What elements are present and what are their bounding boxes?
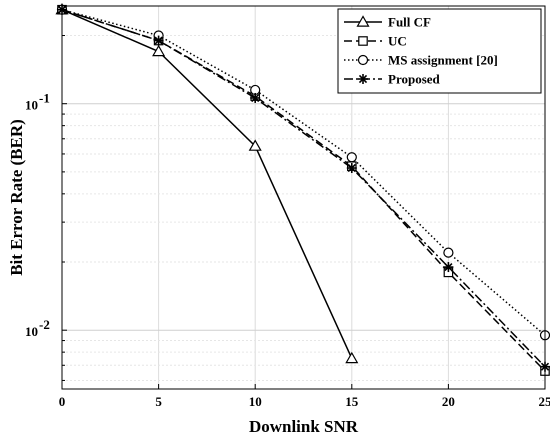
legend-label: UC xyxy=(388,34,407,49)
y-tick-exponent: -1 xyxy=(39,91,50,106)
y-tick-exponent: -2 xyxy=(39,317,50,332)
series-line xyxy=(61,8,546,368)
data-point xyxy=(443,262,454,273)
x-tick-label: 15 xyxy=(345,394,359,409)
series-line xyxy=(61,8,546,372)
legend-marker xyxy=(358,36,368,46)
data-point xyxy=(153,35,164,46)
x-tick-label: 20 xyxy=(442,394,455,409)
series-3 xyxy=(57,4,550,372)
data-point xyxy=(443,247,454,258)
legend-entry: MS assignment [20] xyxy=(344,53,498,68)
legend-label: Full CF xyxy=(388,15,431,30)
legend-marker xyxy=(357,54,369,66)
legend-entry: Proposed xyxy=(344,72,441,87)
data-point xyxy=(152,44,166,57)
legend-entry: UC xyxy=(344,34,407,49)
legend-label: MS assignment [20] xyxy=(388,53,498,68)
x-tick-label: 0 xyxy=(59,394,66,409)
data-point xyxy=(346,163,357,174)
data-point xyxy=(345,351,359,364)
x-tick-label: 25 xyxy=(539,394,550,409)
legend-entry: Full CF xyxy=(344,15,431,30)
y-tick-label: 10 xyxy=(25,324,38,339)
series-0 xyxy=(55,3,359,364)
x-tick-label: 5 xyxy=(155,394,162,409)
legend-box xyxy=(337,8,542,94)
series-layer xyxy=(55,3,550,376)
x-axis-label: Downlink SNR xyxy=(249,417,359,436)
plot-frame xyxy=(61,5,546,390)
series-line xyxy=(61,9,353,359)
x-tick-label: 10 xyxy=(249,394,262,409)
data-point xyxy=(248,139,262,151)
y-axis-label: Bit Error Rate (BER) xyxy=(7,119,26,276)
legend-marker xyxy=(356,15,370,27)
legend-label: Proposed xyxy=(388,72,441,87)
data-point xyxy=(346,152,357,163)
y-tick-label: 10 xyxy=(25,98,38,113)
legend-marker xyxy=(358,74,368,84)
legend: Full CF UC MS assignment [20] Proposed xyxy=(337,8,542,94)
data-point xyxy=(250,92,261,103)
